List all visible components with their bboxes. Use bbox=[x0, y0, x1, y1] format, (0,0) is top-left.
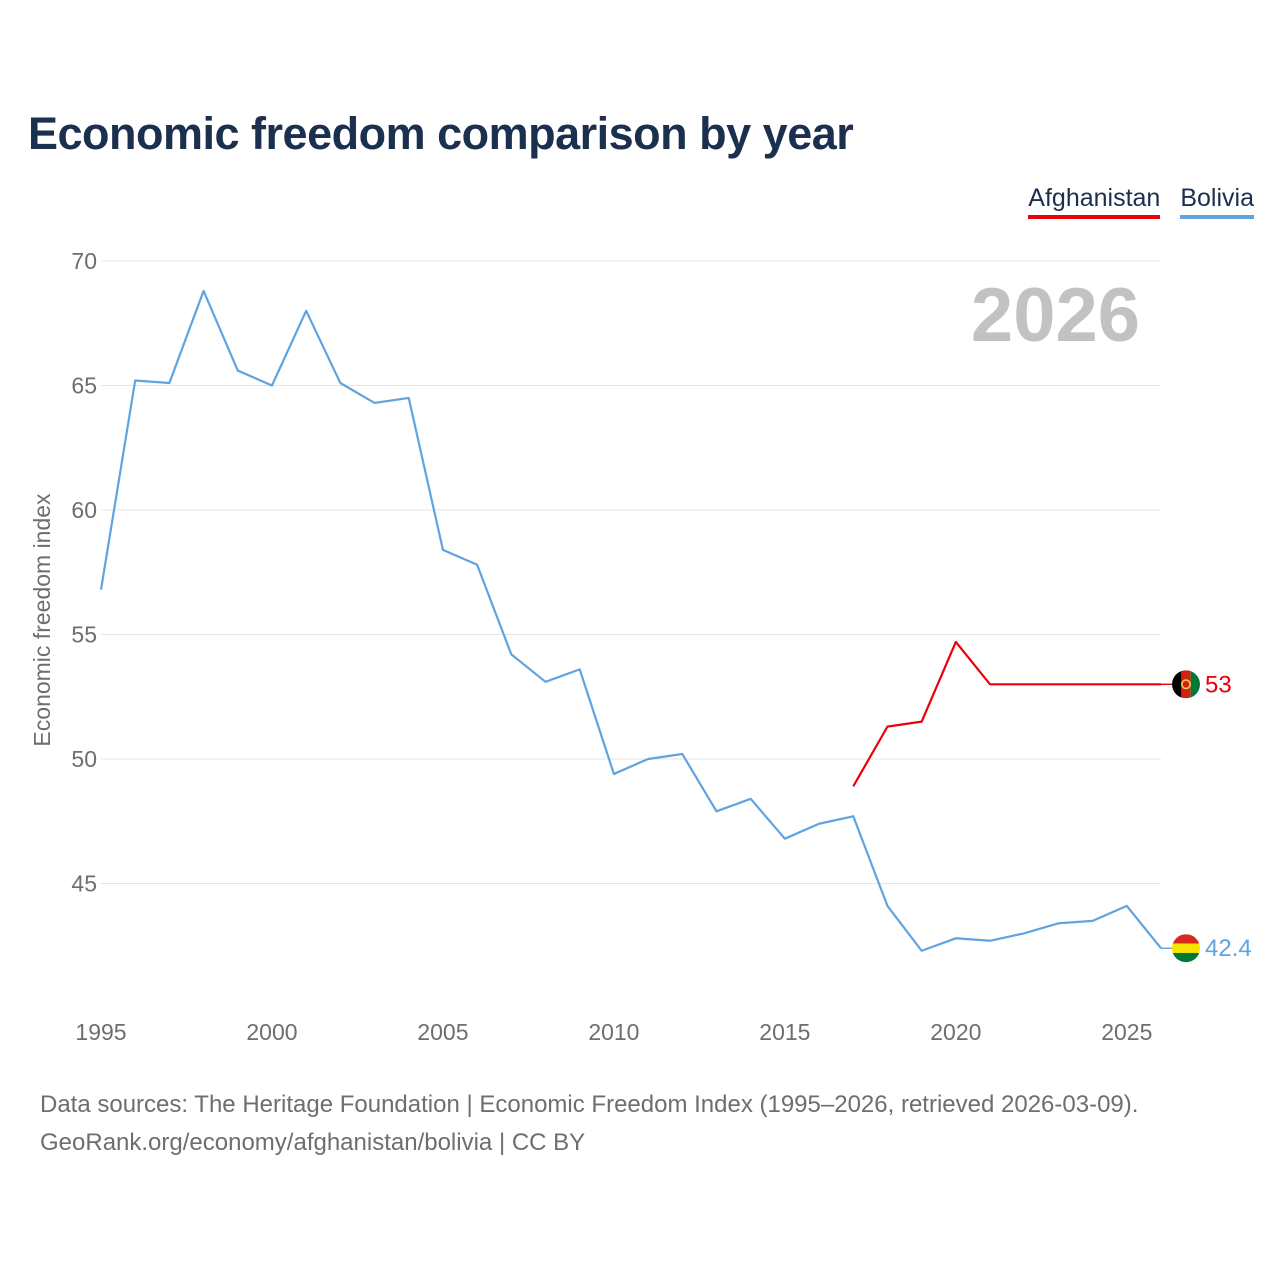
x-tick-2005: 2005 bbox=[417, 1019, 468, 1045]
series-lines bbox=[99, 289, 1172, 952]
flag-afghanistan-icon bbox=[1172, 670, 1200, 699]
y-tick-55: 55 bbox=[71, 622, 97, 648]
flag-body-afghanistan bbox=[1172, 670, 1200, 699]
series-line-bolivia bbox=[99, 289, 1162, 952]
flag-band-black bbox=[1172, 670, 1182, 699]
gridlines bbox=[101, 260, 1161, 884]
y-tick-60: 60 bbox=[71, 497, 97, 523]
end-label-afghanistan: 53 bbox=[1205, 671, 1232, 698]
x-tick-2000: 2000 bbox=[246, 1019, 297, 1045]
legend: Afghanistan Bolivia bbox=[1028, 184, 1254, 219]
end-label-bolivia: 42.4 bbox=[1205, 935, 1252, 962]
source-line-2: GeoRank.org/economy/afghanistan/bolivia … bbox=[40, 1129, 586, 1156]
y-tick-45: 45 bbox=[71, 871, 97, 897]
series-line-afghanistan bbox=[852, 640, 1161, 787]
series-end-markers: 53 42.4 bbox=[1172, 670, 1252, 963]
data-source-note: Data sources: The Heritage Foundation | … bbox=[40, 1086, 1138, 1162]
x-tick-2020: 2020 bbox=[930, 1019, 981, 1045]
flag-band-red bbox=[1172, 934, 1200, 944]
legend-item-afghanistan[interactable]: Afghanistan bbox=[1028, 184, 1161, 219]
flag-body-bolivia bbox=[1172, 934, 1200, 963]
x-tick-2015: 2015 bbox=[759, 1019, 810, 1045]
x-tick-2025: 2025 bbox=[1101, 1019, 1152, 1045]
x-tick-1995: 1995 bbox=[75, 1019, 126, 1045]
y-tick-70: 70 bbox=[71, 248, 97, 274]
year-watermark: 2026 bbox=[971, 273, 1140, 358]
chart-title: Economic freedom comparison by year bbox=[28, 108, 854, 159]
flag-band-red bbox=[1181, 670, 1191, 699]
y-axis-ticks: 45 50 55 60 65 70 bbox=[71, 248, 97, 897]
flag-band-yellow bbox=[1172, 943, 1200, 953]
flag-band-green bbox=[1190, 670, 1200, 699]
legend-item-bolivia[interactable]: Bolivia bbox=[1180, 184, 1254, 219]
x-axis-ticks: 1995 2000 2005 2010 2015 2020 2025 bbox=[75, 1019, 1152, 1045]
flag-emblem bbox=[1181, 679, 1192, 690]
y-tick-50: 50 bbox=[71, 746, 97, 772]
flag-band-green bbox=[1172, 952, 1200, 963]
source-line-1: Data sources: The Heritage Foundation | … bbox=[40, 1091, 1139, 1118]
y-axis-label: Economic freedom index bbox=[29, 493, 55, 747]
x-tick-2010: 2010 bbox=[588, 1019, 639, 1045]
flag-bolivia-icon bbox=[1172, 934, 1200, 963]
y-tick-65: 65 bbox=[71, 373, 97, 399]
